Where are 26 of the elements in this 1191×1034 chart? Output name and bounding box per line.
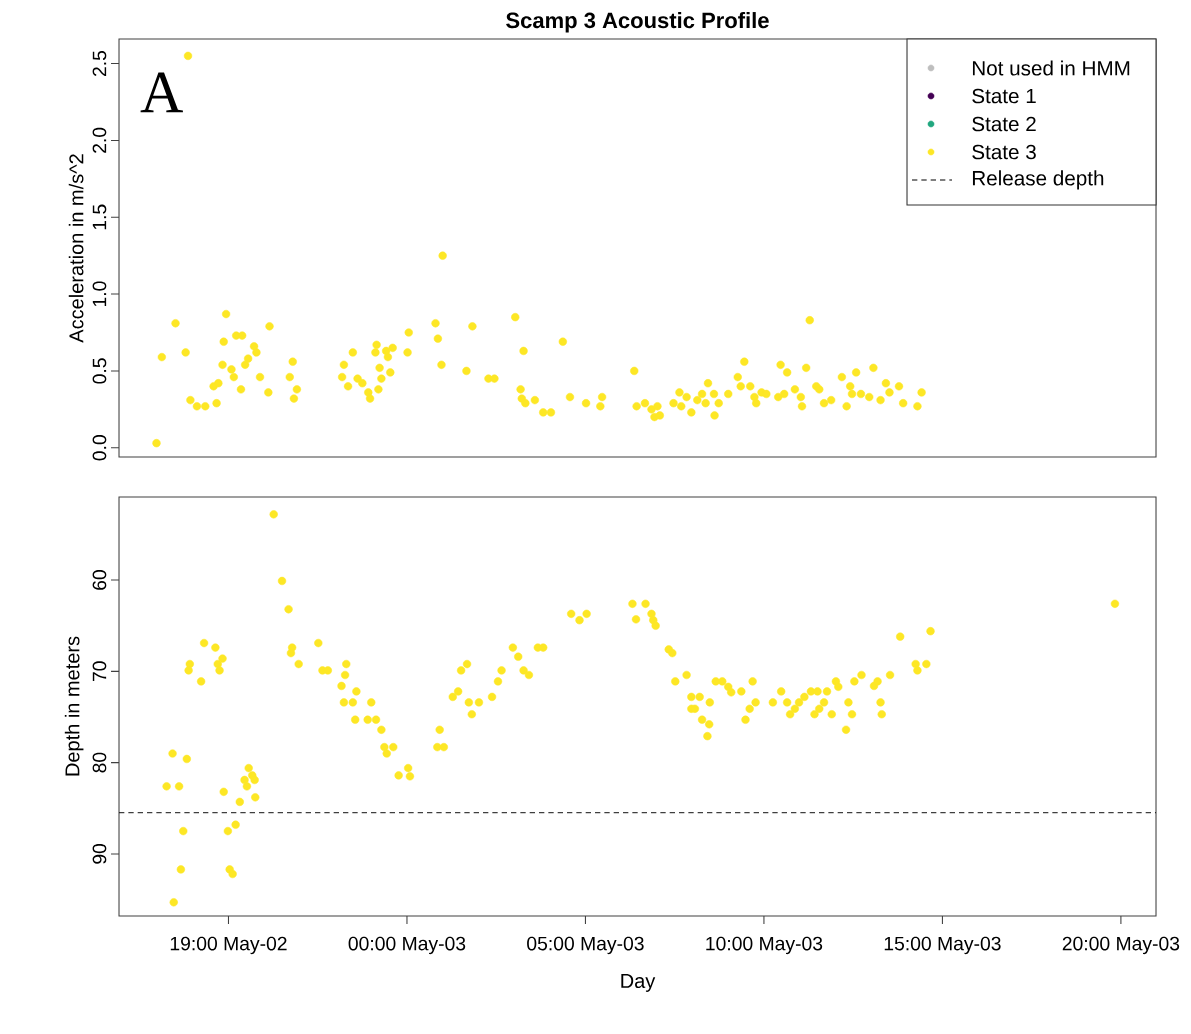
legend-label: State 1 (972, 88, 1036, 104)
y-axis-title: Depth in meters (64, 636, 84, 776)
y-tick-label: 1.0 (92, 281, 107, 307)
y-tick-label: 2.5 (92, 50, 107, 77)
y-tick-label: 0.0 (92, 435, 107, 461)
annotation: A (140, 72, 183, 113)
legend-label: Not used in HMM (972, 60, 1130, 76)
y-tick-label: 0.5 (92, 358, 107, 384)
y-tick-label: 1.5 (92, 204, 107, 230)
y-axis-title: Acceleration in m/s^2 (68, 154, 84, 343)
y-tick-label: 2.0 (92, 127, 107, 153)
x-tick-label: 20:00 May-03 (1062, 936, 1180, 955)
y-tick-label: 70 (92, 661, 107, 682)
y-tick-label: 80 (92, 752, 107, 773)
y-tick-label: 90 (92, 843, 107, 864)
x-axis-title: Day (621, 974, 656, 992)
x-tick-label: 00:00 May-03 (348, 936, 466, 955)
x-tick-label: 05:00 May-03 (527, 936, 644, 955)
x-tick-label: 19:00 May-02 (170, 936, 287, 955)
legend-label: State 3 (972, 144, 1036, 160)
text: Release depth (972, 170, 1104, 190)
y-tick-label: 60 (92, 570, 107, 590)
x-tick-label: 10:00 May-03 (706, 936, 823, 955)
legend-label: State 2 (972, 116, 1036, 132)
x-tick-label: 15:00 May-03 (884, 936, 1001, 955)
chart-title: Scamp 3 Acoustic Profile (506, 12, 769, 33)
